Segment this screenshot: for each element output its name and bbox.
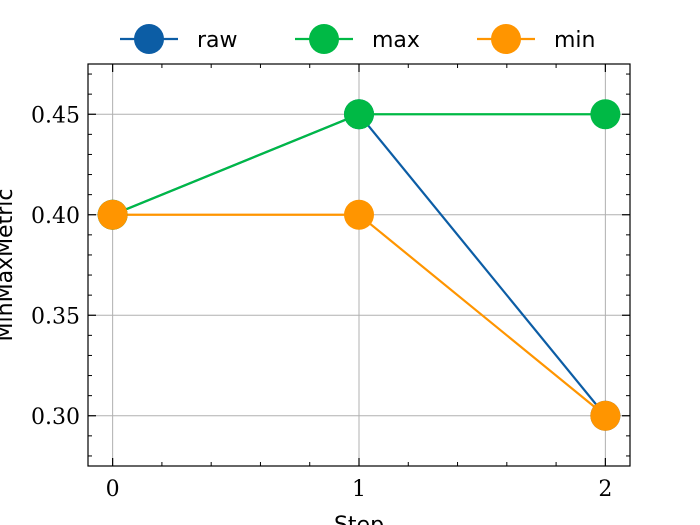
y-axis-label: MinMaxMetric [0, 189, 18, 342]
legend-label-min: min [554, 28, 596, 53]
x-axis-label: Step [334, 513, 384, 525]
y-tick-label: 0.45 [31, 103, 80, 128]
legend-label-max: max [372, 28, 420, 53]
point-max [590, 99, 621, 130]
legend-marker-max [309, 24, 339, 54]
x-tick-label: 0 [106, 477, 120, 502]
axis-ticks: 0 1 2 0.30 0.35 0.40 0.45 [31, 64, 630, 502]
x-tick-label: 1 [352, 477, 366, 502]
legend-marker-min [491, 24, 521, 54]
y-tick-label: 0.35 [31, 304, 80, 329]
legend: raw max min [120, 24, 596, 54]
legend-marker-raw [134, 24, 164, 54]
point-min [344, 199, 374, 230]
y-tick-label: 0.40 [31, 204, 80, 229]
x-tick-label: 2 [598, 477, 612, 502]
point-min [590, 400, 621, 431]
legend-label-raw: raw [197, 28, 238, 53]
plot-area [97, 99, 621, 431]
point-max [344, 99, 374, 130]
point-min [97, 199, 128, 230]
y-tick-label: 0.30 [31, 405, 80, 430]
